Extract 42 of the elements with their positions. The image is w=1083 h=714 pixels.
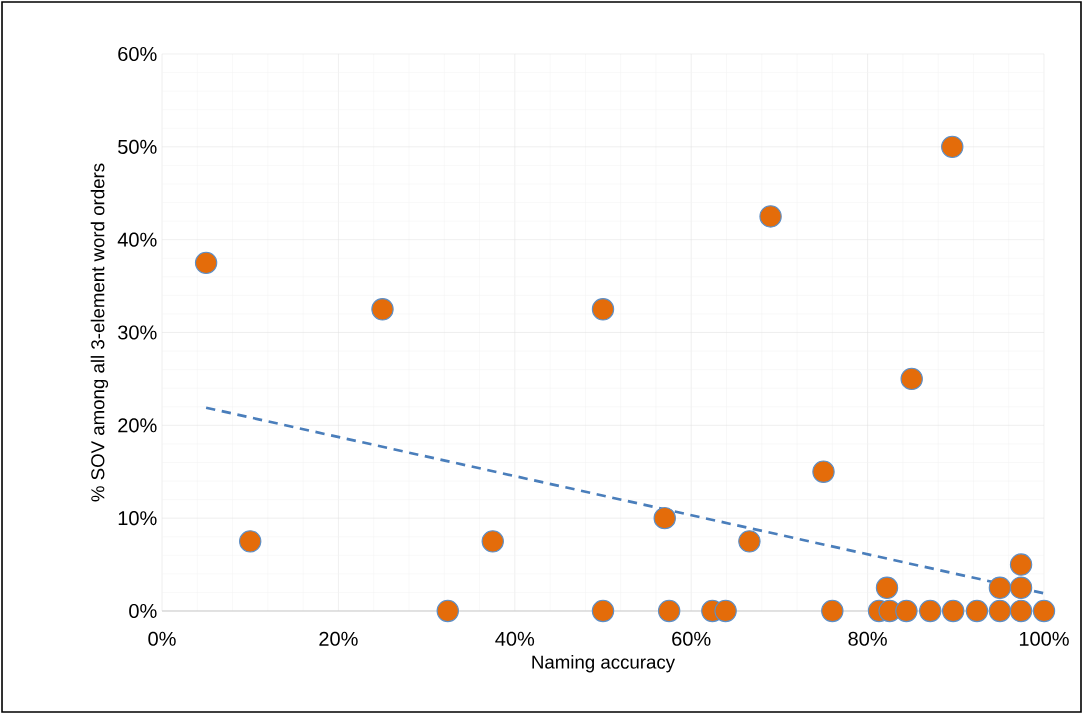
x-tick-label: 60% — [672, 631, 711, 646]
x-tick-label: 0% — [148, 631, 176, 646]
point — [900, 367, 923, 391]
y-tick-label: 0% — [129, 603, 157, 619]
point — [759, 205, 782, 228]
point — [239, 530, 262, 553]
point — [714, 599, 737, 623]
point — [988, 599, 1012, 623]
point — [591, 298, 615, 321]
point — [657, 599, 681, 623]
point — [1032, 599, 1056, 623]
y-axis-title: % SOV among all 3-element word orders — [90, 163, 109, 502]
point — [941, 599, 965, 623]
point — [1009, 553, 1033, 576]
x-tick-label: 40% — [495, 631, 535, 646]
point — [875, 576, 899, 599]
point — [1009, 576, 1033, 599]
point — [1009, 599, 1033, 623]
point — [194, 251, 218, 275]
y-tick-label: 20% — [118, 418, 157, 433]
y-tick-label: 30% — [118, 325, 157, 340]
x-tick-label: 80% — [848, 631, 887, 646]
x-tick-label: 100% — [1019, 631, 1069, 646]
point — [821, 599, 844, 623]
point — [941, 135, 964, 159]
x-axis-title: Naming accuracy — [532, 655, 676, 673]
point — [812, 460, 835, 483]
point — [988, 576, 1012, 599]
x-tick-label: 20% — [319, 631, 358, 646]
y-tick-label: 50% — [118, 139, 157, 154]
point — [653, 506, 676, 530]
point — [436, 599, 459, 623]
point — [919, 599, 942, 623]
point — [895, 599, 918, 623]
point — [371, 298, 394, 321]
y-tick-label: 40% — [117, 232, 157, 247]
point — [481, 530, 504, 553]
point — [738, 530, 761, 553]
point — [965, 599, 989, 623]
y-tick-label: 10% — [118, 511, 157, 526]
y-tick-label: 60% — [118, 46, 157, 62]
point — [591, 599, 615, 623]
